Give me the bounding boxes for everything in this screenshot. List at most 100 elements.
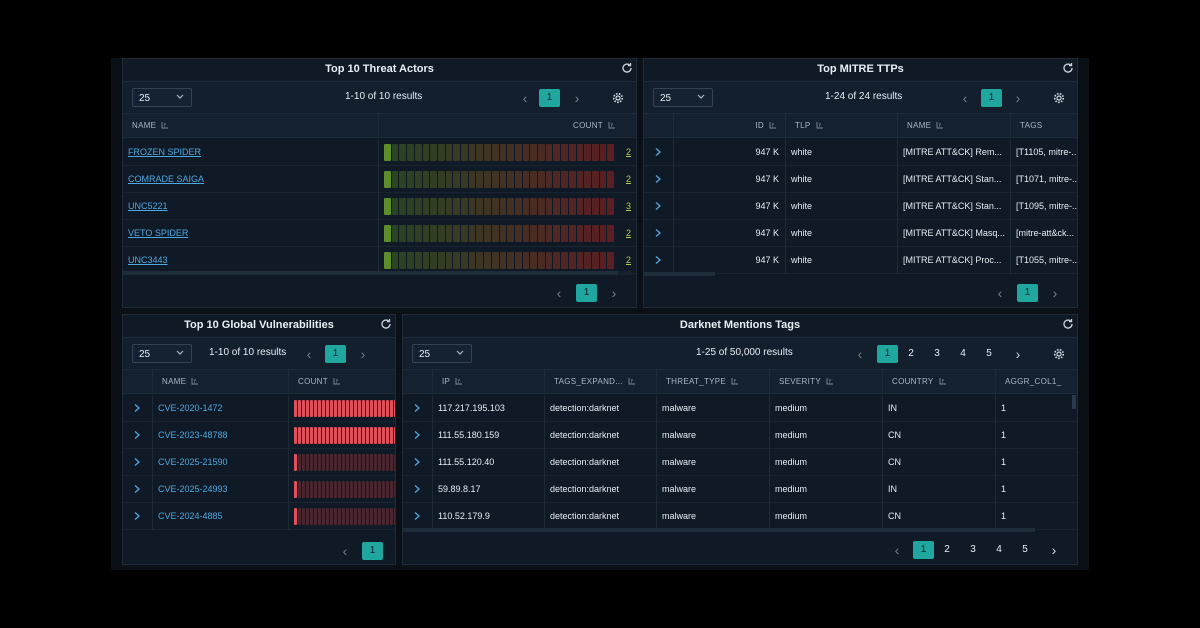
table-row[interactable]: 59.89.8.17 detection:darknet malware medium… [403, 476, 1077, 503]
table-row[interactable]: VETO SPIDER 2 [123, 220, 636, 247]
count-value[interactable]: 2 [626, 174, 632, 184]
page-size-select[interactable]: 25 [132, 88, 192, 107]
threat-actor-link[interactable]: COMRADE SAIGA [128, 174, 205, 184]
prev-page-button[interactable]: ‹ [962, 90, 968, 106]
page-5-button[interactable]: 5 [986, 348, 992, 359]
next-page-button[interactable]: › [611, 285, 617, 301]
column-header-name[interactable]: NAME [898, 114, 1011, 138]
gear-icon[interactable] [1053, 348, 1065, 360]
next-page-button[interactable]: › [360, 346, 366, 362]
table-row[interactable]: CVE-2023-48788 [123, 422, 395, 449]
page-1-button[interactable]: 1 [981, 89, 1002, 107]
cve-name-cell[interactable]: CVE-2023-48788 [153, 422, 289, 449]
refresh-icon[interactable] [1062, 62, 1074, 74]
page-4-button[interactable]: 4 [960, 348, 966, 359]
cve-name-cell[interactable]: CVE-2024-4885 [153, 503, 289, 530]
prev-page-button[interactable]: ‹ [556, 285, 562, 301]
cve-name-cell[interactable]: CVE-2025-21590 [153, 449, 289, 476]
count-value[interactable]: 2 [626, 228, 632, 238]
page-1-button[interactable]: 1 [576, 284, 597, 302]
table-row[interactable]: CVE-2025-24993 [123, 476, 395, 503]
column-header-aggr[interactable]: AGGR_COL1_ [996, 370, 1077, 394]
next-page-button[interactable]: › [1015, 90, 1021, 106]
chevron-right-icon[interactable] [132, 484, 142, 494]
page-size-select[interactable]: 25 [412, 344, 472, 363]
page-3-button[interactable]: 3 [970, 544, 976, 555]
gear-icon[interactable] [612, 92, 624, 104]
refresh-icon[interactable] [621, 62, 633, 74]
column-header-count[interactable]: COUNT [289, 370, 395, 394]
chevron-right-icon[interactable] [653, 228, 663, 238]
prev-page-button[interactable]: ‹ [857, 346, 863, 362]
next-page-button[interactable]: › [574, 90, 580, 106]
scrollbar-thumb[interactable] [403, 528, 1035, 532]
threat-actor-link[interactable]: UNC5221 [128, 201, 168, 211]
count-value[interactable]: 3 [626, 201, 632, 211]
chevron-right-icon[interactable] [412, 430, 422, 440]
column-header-country[interactable]: COUNTRY [883, 370, 996, 394]
page-2-button[interactable]: 2 [908, 348, 914, 359]
chevron-right-icon[interactable] [132, 511, 142, 521]
table-row[interactable]: 111.55.120.40 detection:darknet malware med… [403, 449, 1077, 476]
prev-page-button[interactable]: ‹ [997, 285, 1003, 301]
column-header-name[interactable]: NAME [123, 114, 379, 138]
prev-page-button[interactable]: ‹ [894, 542, 900, 558]
column-header-count[interactable]: COUNT [379, 114, 632, 138]
column-header-threat-type[interactable]: THREAT_TYPE [657, 370, 770, 394]
column-header-severity[interactable]: SEVERITY [770, 370, 883, 394]
refresh-icon[interactable] [1062, 318, 1074, 330]
column-header-name[interactable]: NAME [153, 370, 289, 394]
page-1-button[interactable]: 1 [362, 542, 383, 560]
threat-actor-link[interactable]: VETO SPIDER [128, 228, 189, 238]
scrollbar-thumb[interactable] [644, 272, 715, 276]
next-page-button[interactable]: › [1051, 542, 1057, 558]
next-page-button[interactable]: › [1052, 285, 1058, 301]
vertical-scrollbar[interactable] [1072, 395, 1076, 409]
next-page-button[interactable]: › [1015, 346, 1021, 362]
page-1-button[interactable]: 1 [913, 541, 934, 559]
chevron-right-icon[interactable] [653, 255, 663, 265]
table-row[interactable]: FROZEN SPIDER 2 [123, 139, 636, 166]
page-size-select[interactable]: 25 [132, 344, 192, 363]
chevron-right-icon[interactable] [412, 511, 422, 521]
count-value[interactable]: 2 [626, 255, 632, 265]
page-1-button[interactable]: 1 [539, 89, 560, 107]
threat-actor-link[interactable]: UNC3443 [128, 255, 168, 265]
table-row[interactable]: UNC5221 3 [123, 193, 636, 220]
chevron-right-icon[interactable] [653, 147, 663, 157]
table-row[interactable]: 111.55.180.159 detection:darknet malware me… [403, 422, 1077, 449]
table-row[interactable]: UNC3443 2 [123, 247, 636, 274]
page-5-button[interactable]: 5 [1022, 544, 1028, 555]
column-header-tags[interactable]: TAGS [1011, 114, 1077, 138]
table-row[interactable]: CVE-2025-21590 [123, 449, 395, 476]
chevron-right-icon[interactable] [653, 201, 663, 211]
page-size-select[interactable]: 25 [653, 88, 713, 107]
column-header-tlp[interactable]: TLP [786, 114, 898, 138]
column-header-ip[interactable]: IP [433, 370, 545, 394]
page-1-button[interactable]: 1 [325, 345, 346, 363]
page-2-button[interactable]: 2 [944, 544, 950, 555]
table-row[interactable]: 117.217.195.103 detection:darknet malware m… [403, 395, 1077, 422]
page-1-button[interactable]: 1 [1017, 284, 1038, 302]
cve-name-cell[interactable]: CVE-2025-24993 [153, 476, 289, 503]
refresh-icon[interactable] [380, 318, 392, 330]
chevron-right-icon[interactable] [653, 174, 663, 184]
table-row[interactable]: CVE-2020-1472 [123, 395, 395, 422]
chevron-right-icon[interactable] [132, 403, 142, 413]
threat-actor-link[interactable]: FROZEN SPIDER [128, 147, 202, 157]
chevron-right-icon[interactable] [412, 403, 422, 413]
chevron-right-icon[interactable] [412, 457, 422, 467]
page-1-button[interactable]: 1 [877, 345, 898, 363]
gear-icon[interactable] [1053, 92, 1065, 104]
cve-name-cell[interactable]: CVE-2020-1472 [153, 395, 289, 422]
table-row[interactable]: COMRADE SAIGA 2 [123, 166, 636, 193]
column-header-id[interactable]: ID [674, 114, 786, 138]
chevron-right-icon[interactable] [132, 430, 142, 440]
page-4-button[interactable]: 4 [996, 544, 1002, 555]
chevron-right-icon[interactable] [412, 484, 422, 494]
